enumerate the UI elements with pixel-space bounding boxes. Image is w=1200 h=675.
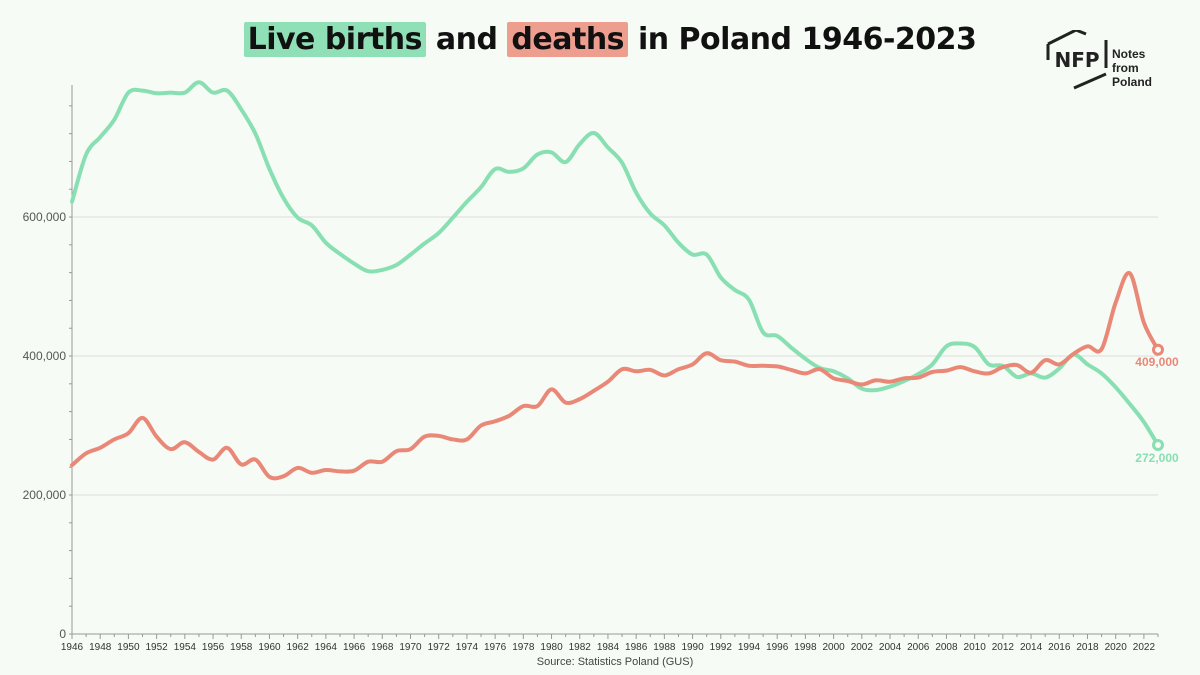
- y-tick-label: 0: [59, 627, 66, 641]
- end-label-deaths: 409,000: [1135, 355, 1179, 369]
- title-births-highlight: Live births: [243, 22, 426, 57]
- x-tick-label: 1990: [681, 642, 704, 653]
- x-tick-label: 2010: [964, 642, 987, 653]
- logo-mark-text: NFP: [1054, 48, 1099, 72]
- x-tick-label: 2000: [822, 642, 845, 653]
- x-tick-label: 1986: [625, 642, 648, 653]
- y-tick-label: 200,000: [23, 488, 67, 502]
- x-tick-label: 1984: [597, 642, 620, 653]
- x-tick-label: 1982: [569, 642, 592, 653]
- x-tick-label: 2004: [879, 642, 902, 653]
- x-tick-label: 1994: [738, 642, 761, 653]
- x-tick-label: 1988: [653, 642, 676, 653]
- x-tick-label: 2014: [1020, 642, 1043, 653]
- x-tick-label: 1964: [315, 642, 338, 653]
- logo-line-2: Poland: [1112, 75, 1153, 89]
- x-tick-label: 1958: [230, 642, 253, 653]
- x-tick-label: 1966: [343, 642, 366, 653]
- x-tick-label: 1950: [117, 642, 140, 653]
- x-tick-label: 2002: [851, 642, 874, 653]
- x-tick-label: 1954: [174, 642, 197, 653]
- series-line-live-births: [70, 80, 1160, 447]
- chart-title: Live births and deaths in Poland 1946-20…: [0, 22, 1200, 57]
- x-tick-label: 1978: [512, 642, 535, 653]
- y-tick-label: 400,000: [23, 349, 67, 363]
- logo-wordmark: Notes from Poland: [1112, 47, 1172, 89]
- logo-line-1: Notes from: [1112, 47, 1146, 75]
- source-note: Source: Statistics Poland (GUS): [536, 656, 694, 668]
- nfp-logo-mark: NFP: [1046, 28, 1108, 90]
- nfp-logo: NFP Notes from Poland: [1046, 28, 1166, 90]
- x-tick-label: 2012: [992, 642, 1015, 653]
- x-tick-label: 1960: [258, 642, 281, 653]
- x-tick-label: 2008: [935, 642, 958, 653]
- x-tick-label: 1974: [456, 642, 479, 653]
- x-tick-label: 1992: [710, 642, 733, 653]
- x-tick-label: 2018: [1076, 642, 1099, 653]
- x-tick-label: 1968: [371, 642, 394, 653]
- x-tick-label: 1956: [202, 642, 225, 653]
- x-tick-label: 2016: [1048, 642, 1071, 653]
- title-rest: in Poland 1946-2023: [628, 22, 977, 57]
- end-label-live-births: 272,000: [1135, 451, 1179, 465]
- title-and: and: [425, 22, 508, 57]
- x-tick-label: 2020: [1105, 642, 1128, 653]
- end-marker-live-births: [1152, 438, 1164, 451]
- series-line-deaths: [70, 271, 1160, 481]
- x-tick-label: 1962: [287, 642, 310, 653]
- x-tick-label: 1996: [766, 642, 789, 653]
- x-tick-label: 1948: [89, 642, 112, 653]
- x-tick-label: 2022: [1133, 642, 1156, 653]
- x-tick-label: 1972: [428, 642, 451, 653]
- x-tick-label: 1976: [484, 642, 507, 653]
- end-marker-deaths: [1152, 343, 1164, 356]
- x-tick-label: 1952: [145, 642, 168, 653]
- x-tick-label: 2006: [907, 642, 930, 653]
- x-tick-label: 1970: [399, 642, 422, 653]
- title-deaths-highlight: deaths: [507, 22, 629, 57]
- x-tick-label: 1980: [540, 642, 563, 653]
- x-tick-label: 1998: [794, 642, 817, 653]
- y-tick-label: 600,000: [23, 210, 67, 224]
- x-tick-label: 1946: [61, 642, 84, 653]
